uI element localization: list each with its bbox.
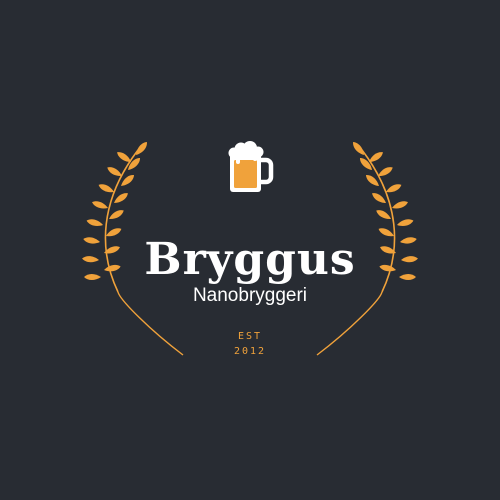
tagline: Nanobryggeri (192, 285, 308, 306)
brand-name: Bryggus (144, 234, 356, 285)
beer-mug-icon (228, 141, 274, 192)
est-label: EST (237, 331, 263, 342)
wheat-left-icon (81, 140, 184, 356)
established-year: 2012 (233, 346, 267, 357)
wheat-right-icon (316, 140, 419, 356)
